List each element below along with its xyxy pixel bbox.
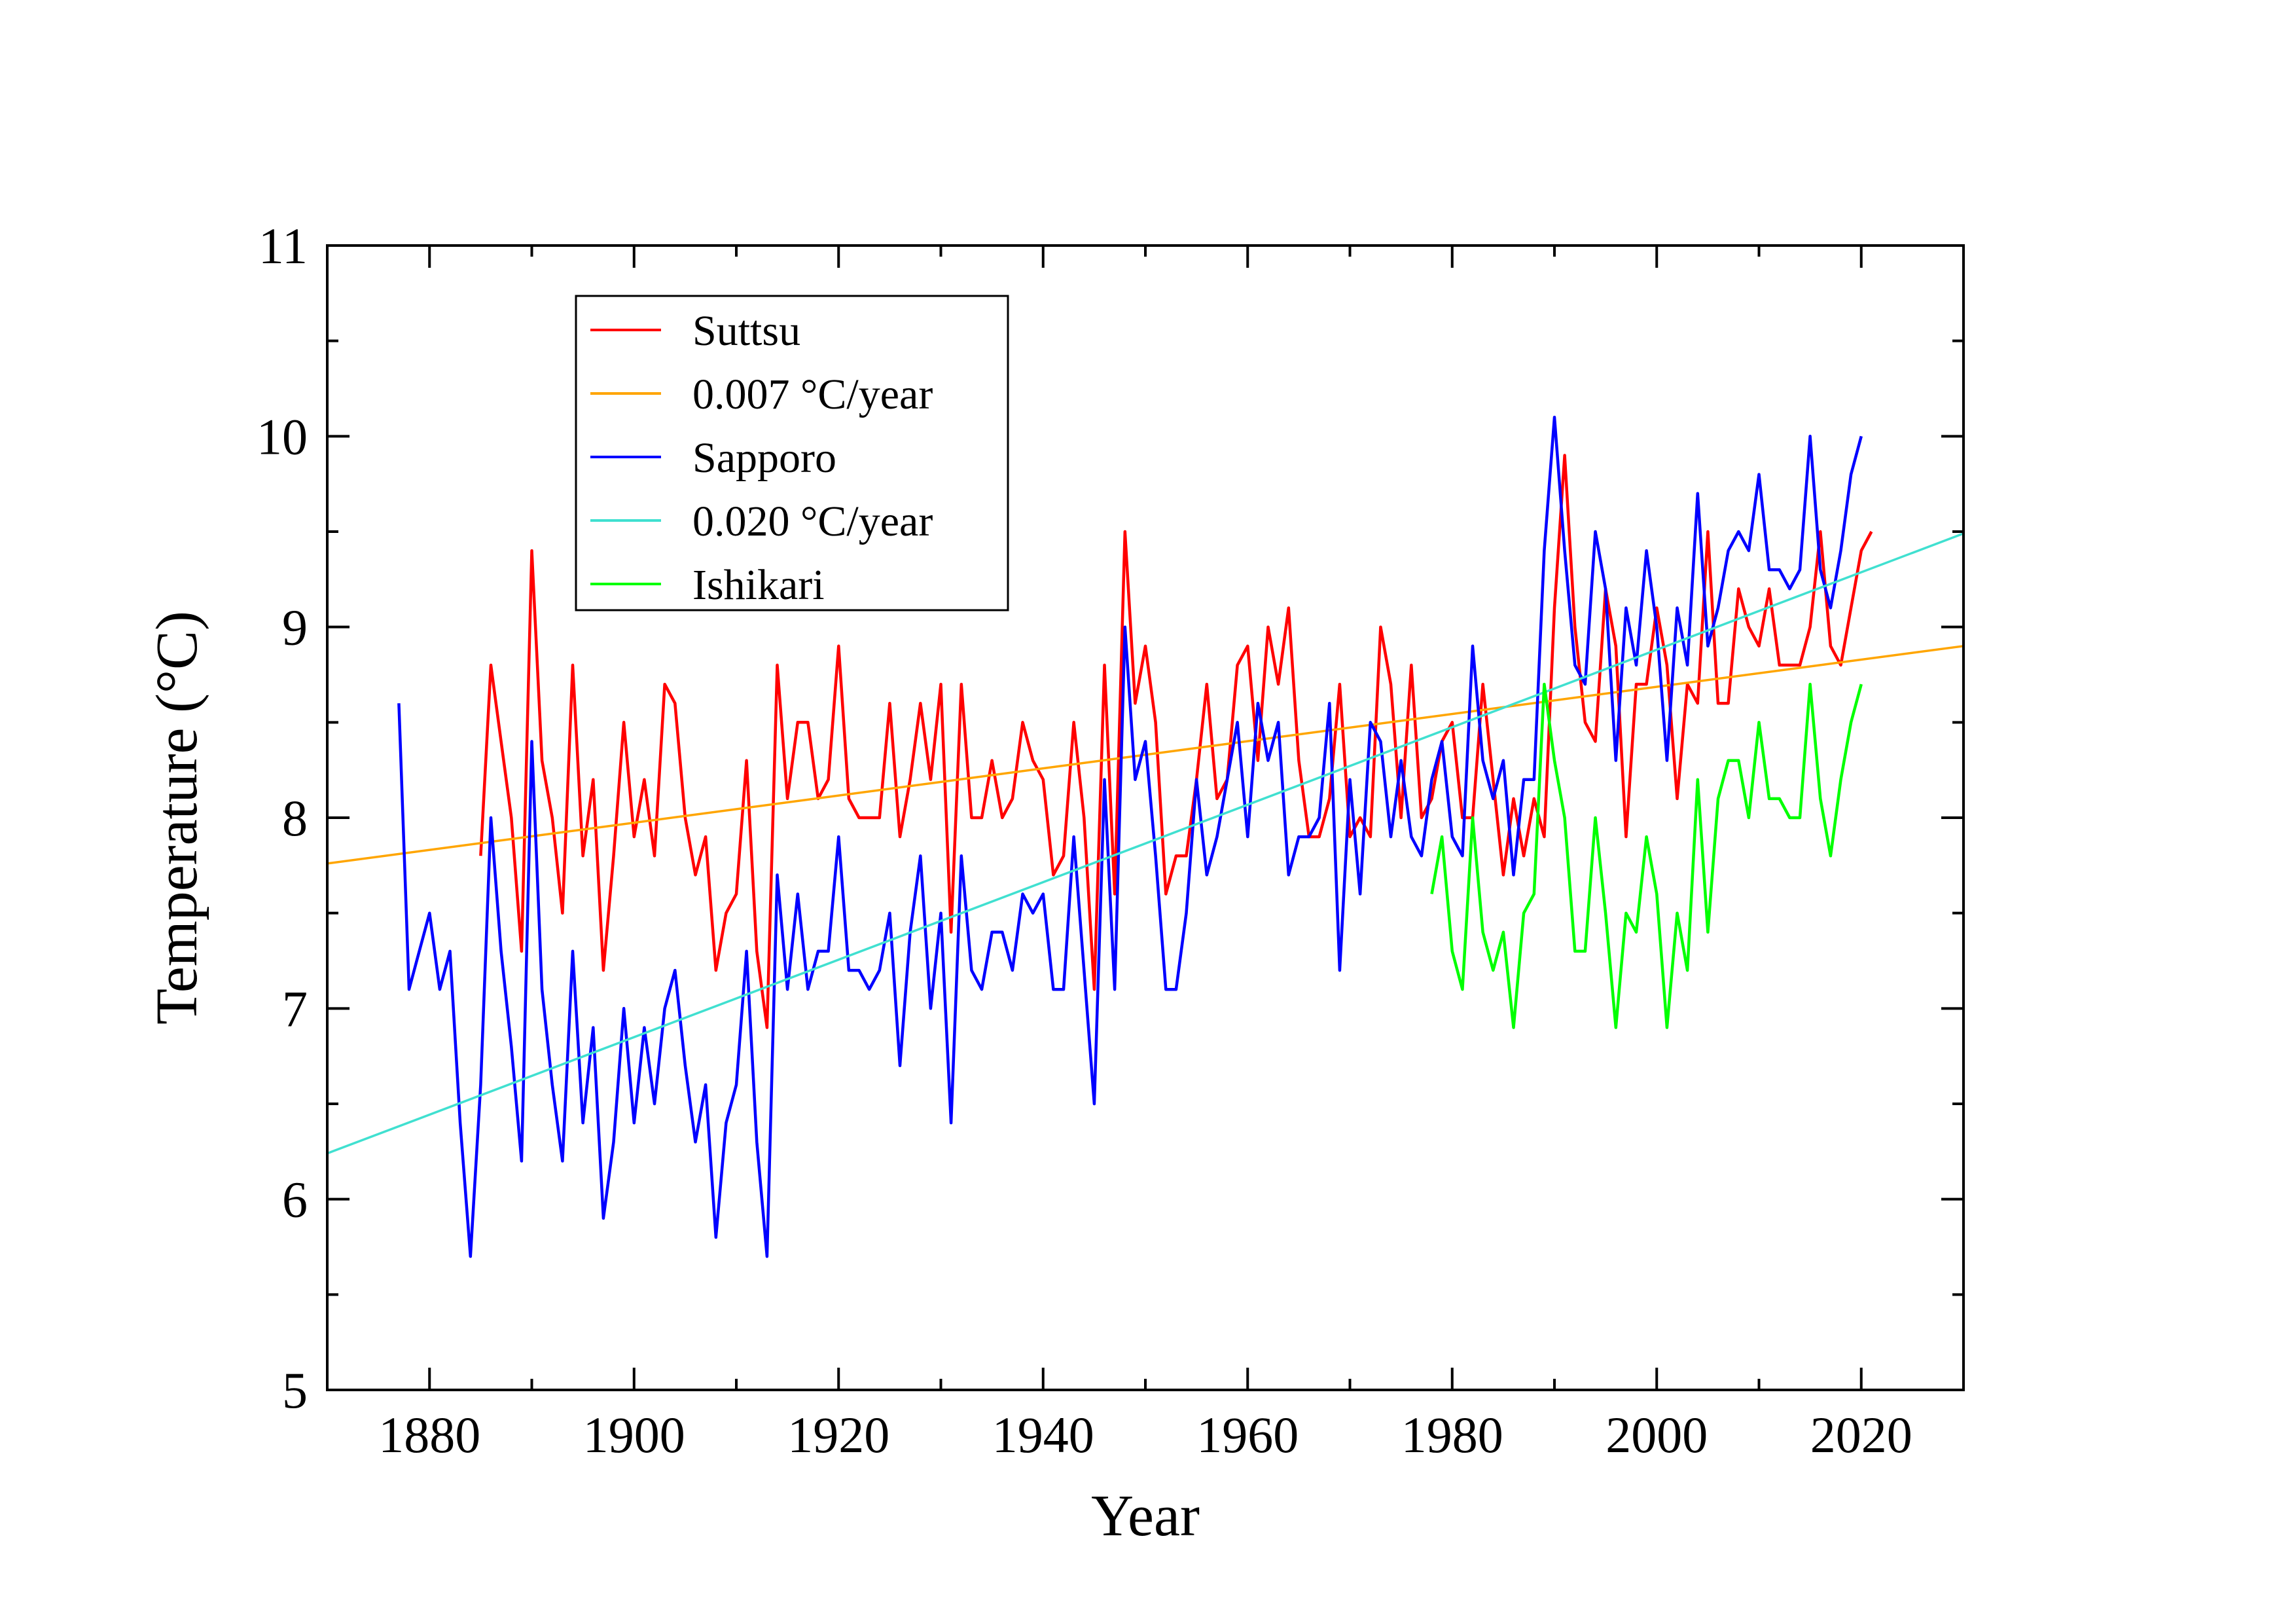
series-line-3 bbox=[397, 415, 1863, 1258]
series-line-5 bbox=[1430, 682, 1863, 1029]
y-tick-label: 6 bbox=[282, 1171, 308, 1228]
x-tick-label: 1940 bbox=[992, 1406, 1094, 1463]
y-tick-label: 9 bbox=[282, 599, 308, 656]
y-tick-label: 7 bbox=[282, 980, 308, 1037]
x-tick-label: 1880 bbox=[378, 1406, 480, 1463]
x-tick-label: 1900 bbox=[583, 1406, 685, 1463]
y-tick-label: 11 bbox=[259, 217, 308, 274]
legend-label-2: 0.007 °C/year bbox=[692, 371, 933, 418]
x-tick-label: 2020 bbox=[1810, 1406, 1912, 1463]
legend: Suttsu 0.007 °C/year Sapporo 0.020 °C/year I… bbox=[575, 295, 1009, 611]
y-axis-title: Temperature (°C) bbox=[145, 611, 209, 1025]
y-tick-label: 5 bbox=[282, 1362, 308, 1419]
series-line-1 bbox=[479, 454, 1873, 1029]
series-layer bbox=[327, 415, 1964, 1258]
legend-label-3: Sapporo bbox=[692, 434, 836, 482]
legend-label-5: Ishikari bbox=[692, 561, 825, 609]
legend-box bbox=[575, 295, 1009, 611]
y-tick-label: 8 bbox=[282, 790, 308, 847]
legend-label-4: 0.020 °C/year bbox=[692, 498, 933, 545]
x-tick-label: 1920 bbox=[787, 1406, 889, 1463]
legend-label-1: Suttsu bbox=[692, 307, 800, 355]
axes-layer: 1880 1900 1920 1940 1960 1980 2000 2020 5 6 7 8 9 10 1… bbox=[257, 217, 1965, 1463]
x-axis-title: Year bbox=[1091, 1484, 1200, 1548]
x-tick-label: 2000 bbox=[1605, 1406, 1708, 1463]
x-tick-label: 1960 bbox=[1196, 1406, 1299, 1463]
x-tick-label: 1980 bbox=[1401, 1406, 1503, 1463]
series-line-4 bbox=[327, 532, 1964, 1155]
y-tick-label: 10 bbox=[257, 408, 308, 465]
